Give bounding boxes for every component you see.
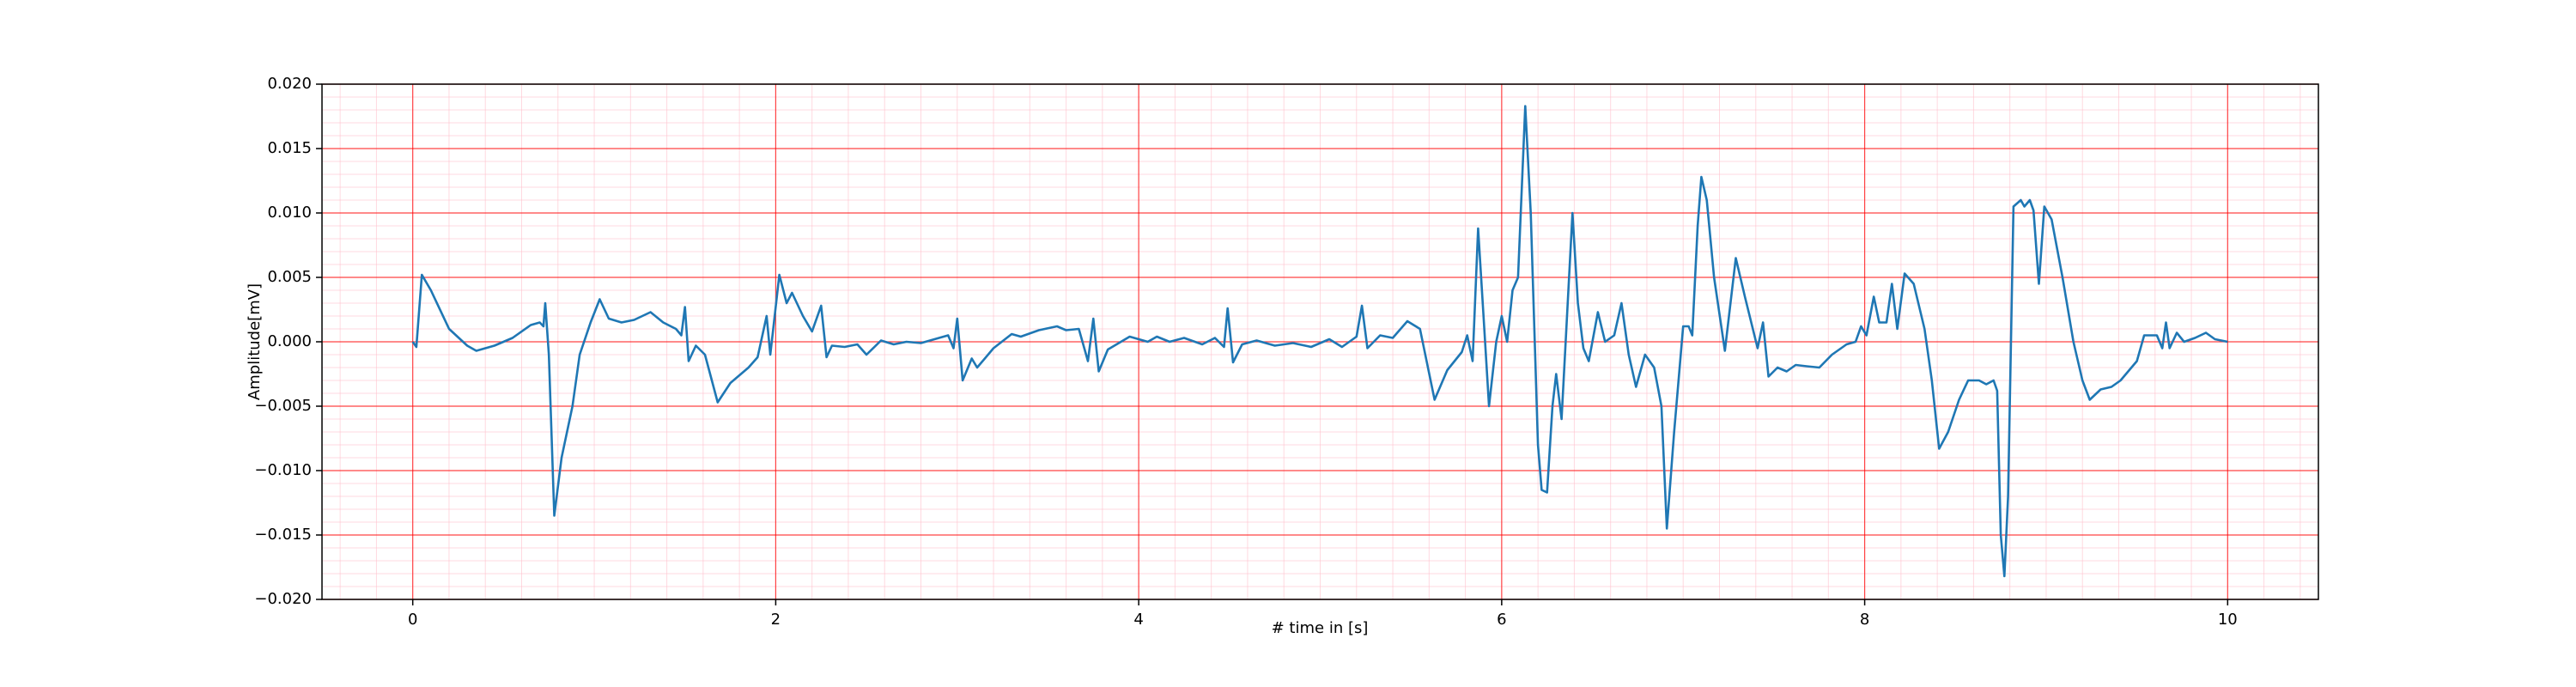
data-line [411,105,2228,578]
y-tick-label: −0.015 [254,526,312,544]
y-tick-label: 0.005 [267,268,312,286]
y-tick-label: 0.010 [267,204,312,222]
x-tick-label: 10 [2218,611,2238,629]
x-tick-label: 8 [1860,611,1869,629]
y-tick-label: −0.005 [254,397,312,415]
x-tick-label: 6 [1497,611,1506,629]
y-tick-label: 0.015 [267,139,312,157]
x-tick-label: 2 [771,611,781,629]
plot-frame [321,83,2319,600]
y-tick-label: 0.020 [267,75,312,93]
x-tick-label: 0 [408,611,417,629]
y-tick-label: 0.000 [267,332,312,350]
y-tick-label: −0.020 [254,590,312,608]
x-tick-label: 4 [1133,611,1143,629]
x-axis-label: # time in [s] [1272,619,1369,637]
y-tick-label: −0.010 [254,461,312,479]
y-axis-label: Amplitude[mV] [246,283,264,400]
